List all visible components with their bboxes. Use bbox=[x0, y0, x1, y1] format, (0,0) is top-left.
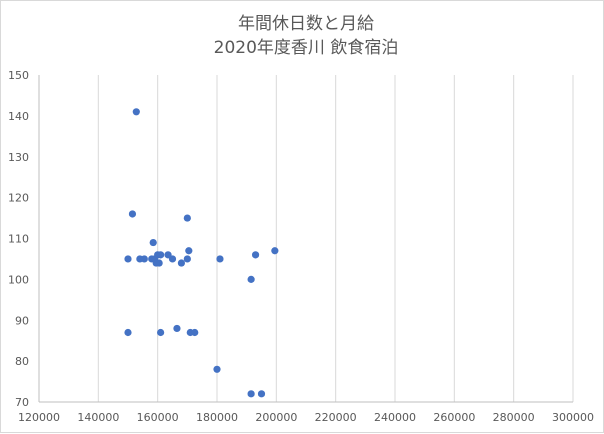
y-tick-label: 120 bbox=[8, 192, 29, 205]
x-tick-label: 140000 bbox=[77, 411, 119, 424]
x-tick-label: 200000 bbox=[255, 411, 297, 424]
chart-title-line-1: 年間休日数と月給 bbox=[238, 14, 374, 34]
y-tick-label: 80 bbox=[15, 355, 29, 368]
x-tick-label: 160000 bbox=[137, 411, 179, 424]
data-point bbox=[157, 328, 165, 337]
x-tick-label: 180000 bbox=[196, 411, 238, 424]
data-point bbox=[183, 255, 191, 263]
data-point bbox=[128, 210, 137, 218]
y-tick-label: 70 bbox=[15, 396, 29, 409]
data-point bbox=[177, 259, 185, 267]
chart-title-line-2: 2020年度香川 飲食宿泊 bbox=[214, 38, 399, 58]
data-point bbox=[247, 275, 255, 283]
grid-lines bbox=[97, 75, 574, 402]
data-point bbox=[155, 259, 163, 267]
data-point bbox=[124, 255, 132, 263]
y-tick-label: 110 bbox=[8, 233, 29, 246]
y-tick-label: 90 bbox=[15, 314, 29, 327]
data-point bbox=[213, 365, 221, 373]
y-tick-label: 150 bbox=[8, 69, 29, 82]
y-tick-label: 140 bbox=[8, 110, 29, 123]
y-axis-tick-labels: 70 80 90 100 110 120 130 140 150 bbox=[8, 69, 29, 409]
y-tick-label: 100 bbox=[8, 273, 29, 286]
x-tick-label: 120000 bbox=[18, 411, 60, 424]
data-point bbox=[140, 255, 148, 263]
x-tick-label: 260000 bbox=[433, 411, 475, 424]
axes bbox=[38, 75, 573, 403]
data-point bbox=[132, 108, 140, 116]
y-tick-label: 130 bbox=[8, 151, 29, 164]
x-tick-label: 300000 bbox=[552, 411, 594, 424]
data-point bbox=[173, 324, 181, 333]
data-point bbox=[183, 214, 191, 222]
x-tick-label: 240000 bbox=[374, 411, 416, 424]
data-point bbox=[124, 328, 132, 337]
data-point bbox=[257, 390, 266, 398]
data-point bbox=[185, 247, 193, 255]
data-point bbox=[149, 238, 157, 247]
data-point bbox=[247, 390, 255, 398]
x-axis-tick-labels: 120000 140000 160000 180000 200000 220000 2400… bbox=[18, 411, 594, 424]
data-point bbox=[216, 255, 224, 263]
data-points bbox=[124, 108, 279, 398]
data-point bbox=[157, 251, 165, 259]
x-tick-label: 280000 bbox=[493, 411, 535, 424]
data-point bbox=[251, 251, 260, 259]
data-point bbox=[271, 247, 279, 255]
x-tick-label: 220000 bbox=[315, 411, 357, 424]
data-point bbox=[168, 255, 177, 263]
data-point bbox=[191, 328, 199, 337]
